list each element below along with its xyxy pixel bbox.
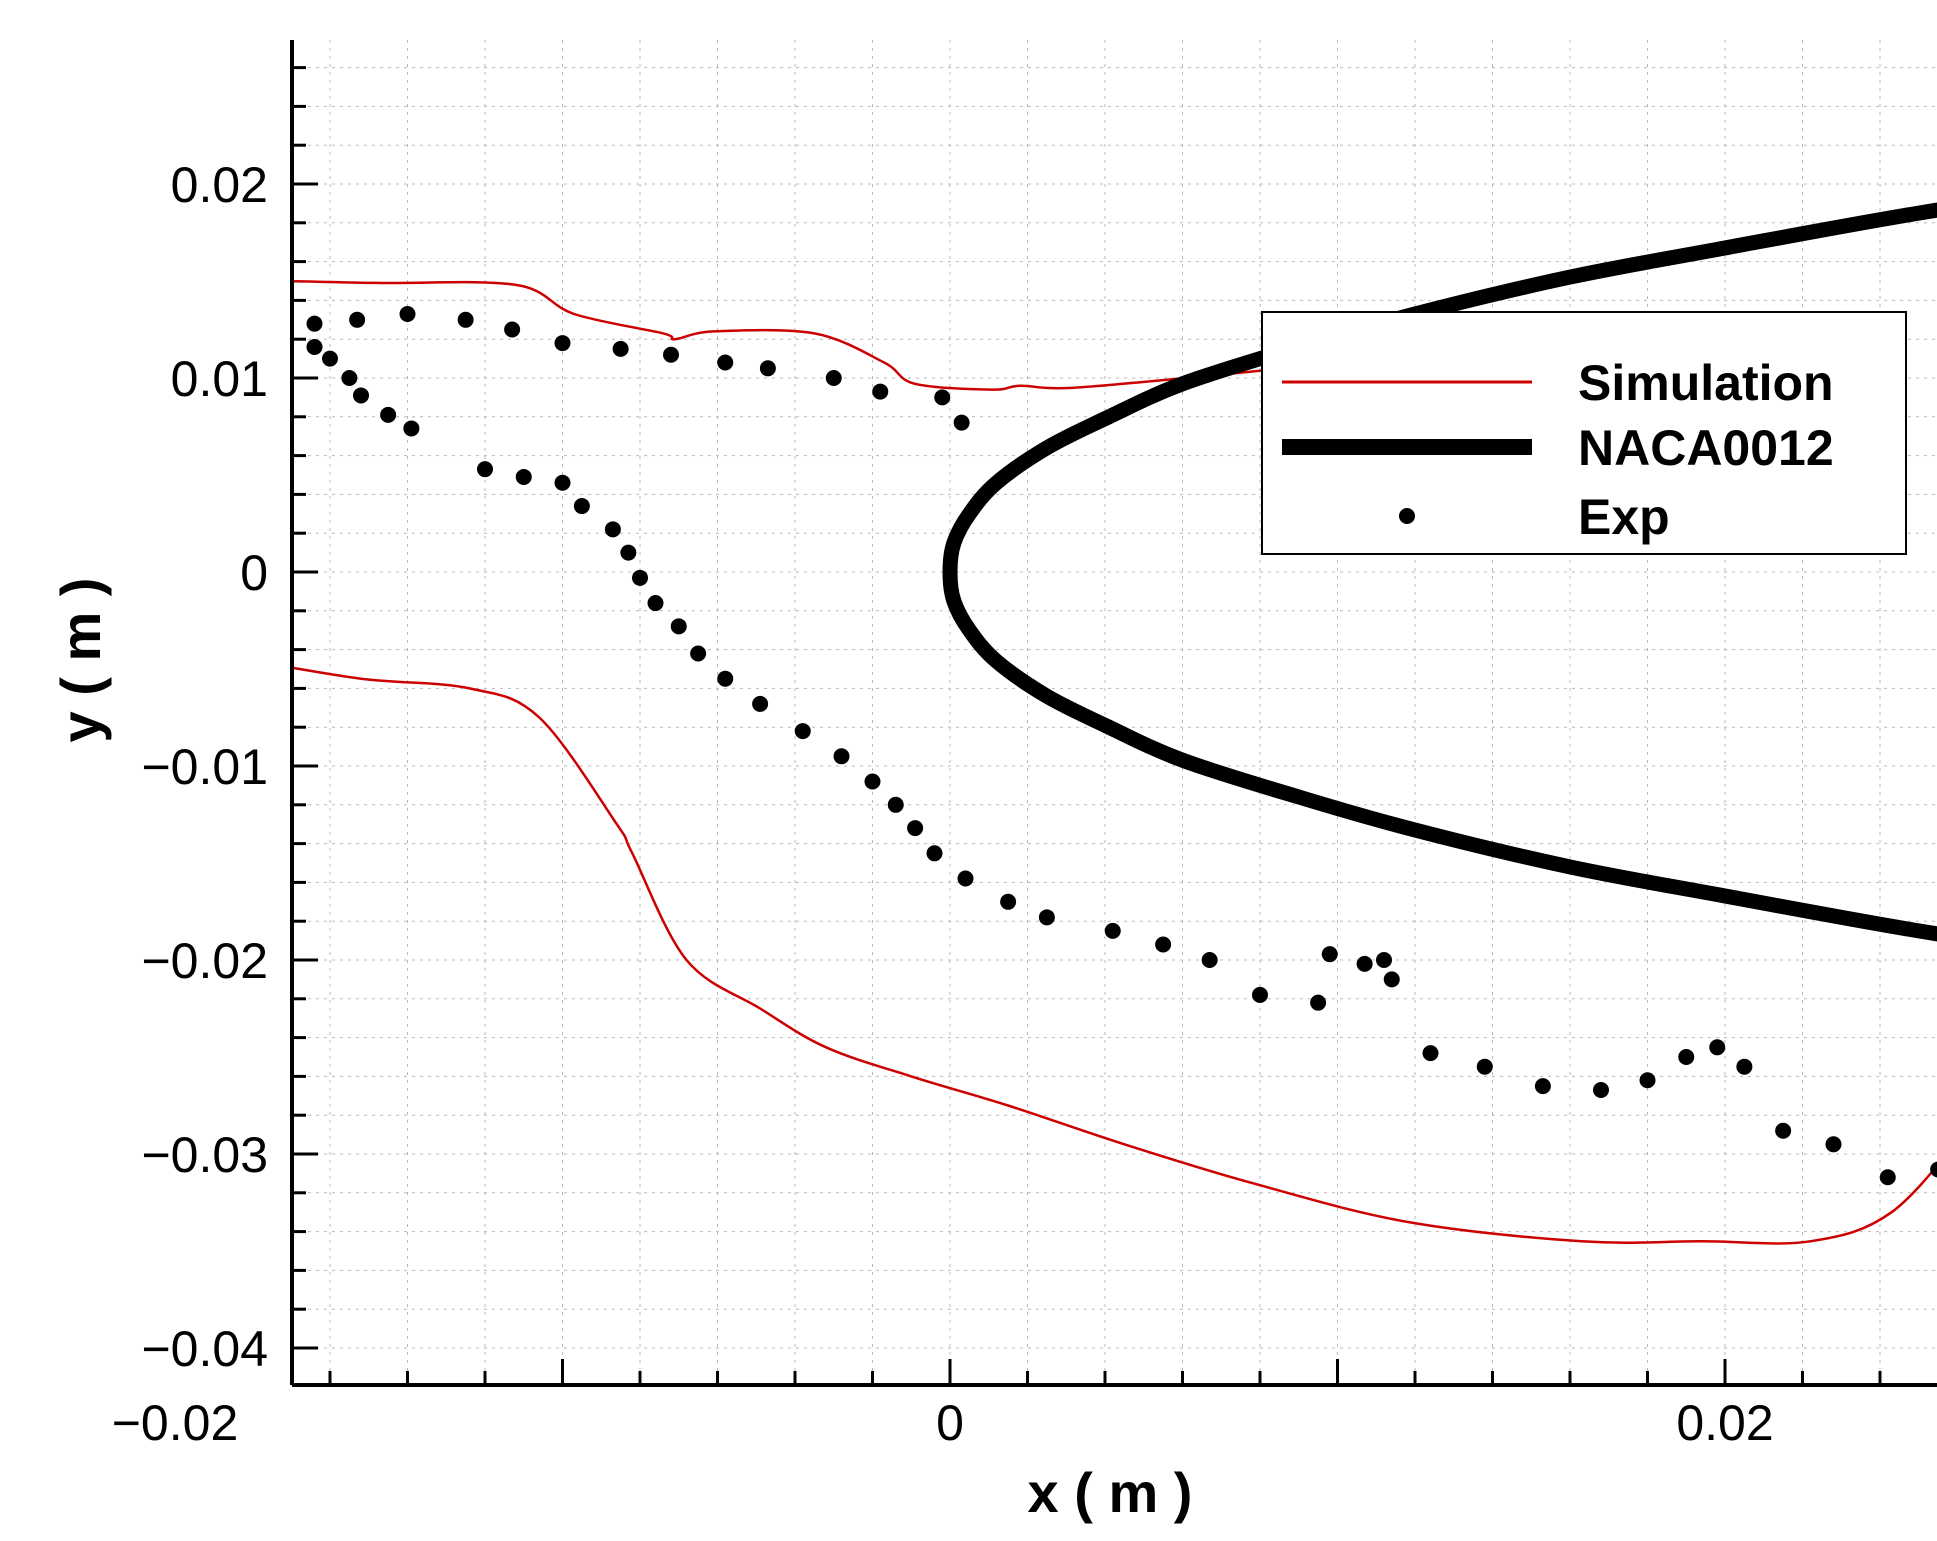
x-axis-title: x ( m ) [1028,1461,1193,1524]
exp-data-point [1252,986,1268,1003]
exp-data-point [554,335,571,352]
exp-data-point [1376,952,1392,968]
exp-data-point [1709,1039,1726,1056]
exp-data-point [1422,1045,1439,1062]
exp-data-point [504,321,521,338]
exp-data-point [1930,1161,1937,1178]
exp-data-point [573,498,590,515]
gridlines [292,40,1937,1385]
simulation-line [292,279,1937,1245]
exp-data-point [1775,1122,1792,1139]
y-tick-label: 0.02 [171,157,268,213]
exp-data-point [647,595,664,612]
exp-data-point [380,406,397,423]
exp-data-point [1201,952,1218,968]
exp-data-point [322,350,338,367]
exp-data-point [399,305,416,322]
exp-data-point [1639,1072,1656,1089]
exp-data-point [752,695,769,712]
exp-data-point [1534,1078,1551,1095]
legend: Simulation NACA0012 Exp [1261,311,1907,555]
exp-data-point [1356,955,1373,972]
plot-area-clip [292,202,1937,1245]
exp-data-point [306,338,323,355]
y-tick-label: 0.01 [171,351,268,407]
exp-data-point [794,723,811,740]
exp-data-point [670,618,687,635]
exp-data-point [926,845,943,862]
exp-data-point [620,544,637,561]
exp-data-point [717,354,734,371]
exp-data-point [1879,1169,1896,1186]
exp-data-point [1038,909,1055,926]
exp-data-point [907,820,924,837]
exp-data-point [1155,936,1172,953]
exp-data-point [1593,1081,1609,1098]
exp-data-point [353,387,369,404]
exp-data-point [934,389,951,406]
y-tick-label: 0 [240,545,268,601]
x-tick-label: 0 [936,1395,964,1451]
exp-data-point [341,370,358,386]
legend-label-naca0012: NACA0012 [1578,420,1834,476]
exp-data-point [1825,1136,1842,1153]
y-tick-label: −0.03 [141,1127,268,1183]
exp-data-point [349,311,366,328]
series-layer [292,202,1937,1245]
exp-data-point [957,870,974,887]
y-tick-label: −0.02 [141,933,268,989]
legend-label-exp: Exp [1578,489,1670,545]
exp-data-point [825,370,842,386]
legend-label-simulation: Simulation [1578,355,1834,411]
exp-data-point [1000,893,1017,910]
exp-data-point [477,461,493,478]
exp-data-point [1310,994,1327,1011]
exp-data-point [604,521,621,538]
exp-data-point [632,569,648,586]
exp-data-point [612,340,629,357]
x-tick-label: −0.02 [112,1395,239,1451]
exp-data-point [953,414,970,431]
ticks: −0.0200.020.040.020.010−0.01−0.02−0.03−0… [112,66,1882,1451]
y-axis-title: y ( m ) [49,578,112,743]
exp-data-point [887,796,904,813]
exp-data-point [306,315,323,332]
legend-box [1261,311,1907,555]
exp-data-point [1678,1049,1695,1065]
naca0012-airfoil-line [942,202,1937,942]
x-tick-label: 0.02 [1676,1395,1773,1451]
exp-data-point [872,383,889,400]
y-tick-label: −0.04 [141,1321,268,1377]
legend-swatch-exp [1399,508,1415,524]
exp-data-point [1383,971,1400,988]
exp-data-point [1476,1058,1493,1075]
exp-data-point [833,748,850,765]
exp-data-point [457,311,474,328]
exp-data-point [554,474,571,491]
exp-data-point [759,360,776,377]
exp-data-point [717,670,734,687]
axes [290,40,1937,1387]
exp-data-point [1104,922,1121,939]
exp-data-point [515,468,532,485]
exp-data-point [864,773,881,790]
exp-data-point [403,420,420,437]
exp-data-point [690,645,707,662]
exp-data-point [1736,1058,1753,1075]
exp-data-point [1321,946,1338,963]
y-tick-label: −0.01 [141,739,268,795]
exp-data-point [663,346,679,363]
